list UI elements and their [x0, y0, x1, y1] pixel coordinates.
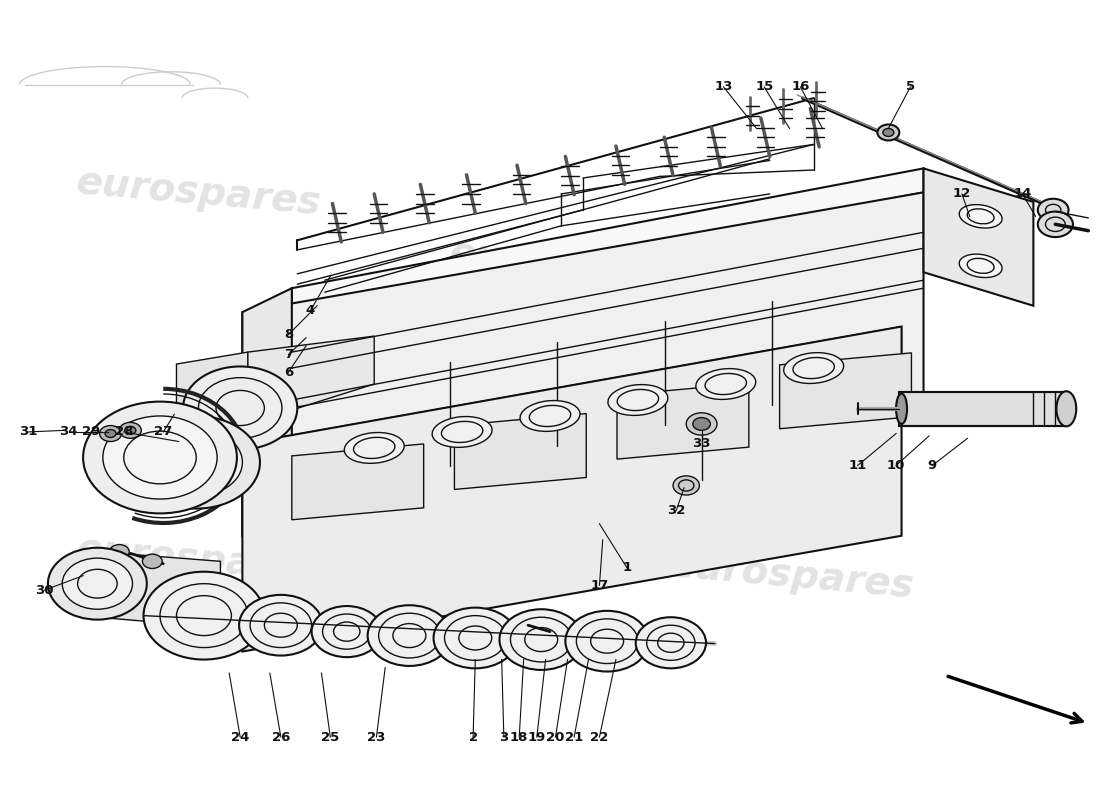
Text: 28: 28: [114, 426, 133, 438]
Circle shape: [183, 366, 297, 450]
Circle shape: [1037, 198, 1068, 221]
Text: 11: 11: [848, 459, 867, 472]
Text: eurospares: eurospares: [75, 530, 322, 590]
Text: 4: 4: [306, 304, 315, 317]
Polygon shape: [617, 383, 749, 459]
Polygon shape: [292, 169, 924, 312]
Circle shape: [693, 418, 711, 430]
Polygon shape: [98, 552, 220, 628]
Ellipse shape: [696, 369, 756, 399]
Circle shape: [119, 422, 141, 438]
Circle shape: [84, 402, 236, 514]
Text: 14: 14: [1013, 187, 1032, 201]
Ellipse shape: [432, 417, 492, 447]
Circle shape: [673, 476, 700, 495]
Circle shape: [150, 429, 242, 496]
Text: 29: 29: [81, 426, 100, 438]
Text: 8: 8: [284, 328, 294, 341]
Polygon shape: [900, 392, 1064, 426]
Text: 23: 23: [367, 730, 386, 743]
Text: 9: 9: [927, 459, 937, 472]
Text: 2: 2: [469, 730, 477, 743]
Polygon shape: [924, 169, 1033, 306]
Circle shape: [48, 548, 146, 620]
Circle shape: [103, 416, 217, 499]
Text: 22: 22: [591, 730, 608, 743]
Ellipse shape: [896, 394, 907, 424]
Polygon shape: [292, 444, 424, 520]
Text: eurospares: eurospares: [75, 162, 322, 222]
Text: 1: 1: [623, 562, 631, 574]
Polygon shape: [248, 336, 374, 424]
Circle shape: [143, 572, 264, 659]
Circle shape: [636, 618, 706, 668]
Text: 31: 31: [19, 426, 37, 438]
Text: 5: 5: [905, 81, 915, 94]
Text: 33: 33: [692, 438, 711, 450]
Text: eurospares: eurospares: [668, 546, 916, 606]
Text: 6: 6: [284, 366, 294, 378]
Text: 18: 18: [510, 730, 528, 743]
Text: 21: 21: [565, 730, 583, 743]
Ellipse shape: [608, 385, 668, 415]
Text: 12: 12: [953, 187, 971, 201]
Circle shape: [367, 606, 451, 666]
Circle shape: [433, 608, 517, 668]
Polygon shape: [242, 288, 292, 536]
Circle shape: [142, 554, 162, 569]
Text: 15: 15: [755, 81, 773, 94]
Circle shape: [883, 129, 894, 137]
Circle shape: [100, 426, 121, 442]
Circle shape: [124, 426, 135, 434]
Circle shape: [1037, 211, 1072, 237]
Circle shape: [878, 125, 900, 141]
Text: 17: 17: [591, 578, 608, 592]
Polygon shape: [242, 326, 902, 651]
Text: 16: 16: [791, 81, 810, 94]
Polygon shape: [242, 326, 902, 468]
Text: 25: 25: [321, 730, 340, 743]
Text: 32: 32: [668, 504, 685, 517]
Text: 34: 34: [59, 426, 78, 438]
Circle shape: [686, 413, 717, 435]
Text: 27: 27: [154, 426, 173, 438]
Ellipse shape: [959, 205, 1002, 228]
Text: 19: 19: [528, 730, 546, 743]
Ellipse shape: [1056, 391, 1076, 426]
Ellipse shape: [959, 254, 1002, 278]
Text: eurospares: eurospares: [448, 234, 696, 294]
Text: 13: 13: [714, 81, 733, 94]
Text: 24: 24: [231, 730, 250, 743]
Circle shape: [239, 595, 322, 655]
Ellipse shape: [344, 433, 404, 463]
Circle shape: [132, 416, 260, 509]
Polygon shape: [780, 353, 912, 429]
Circle shape: [110, 545, 129, 559]
Text: 3: 3: [499, 730, 508, 743]
Ellipse shape: [783, 353, 844, 383]
Circle shape: [499, 610, 583, 670]
Polygon shape: [176, 352, 248, 472]
Text: 30: 30: [35, 583, 54, 597]
Text: 7: 7: [284, 348, 293, 361]
Polygon shape: [242, 192, 924, 536]
Circle shape: [106, 430, 116, 438]
Circle shape: [565, 611, 649, 671]
Ellipse shape: [520, 401, 580, 431]
Text: 26: 26: [272, 730, 290, 743]
Text: 10: 10: [887, 459, 905, 472]
Text: 20: 20: [547, 730, 564, 743]
Circle shape: [311, 606, 382, 657]
Circle shape: [63, 558, 132, 610]
Polygon shape: [454, 414, 586, 490]
